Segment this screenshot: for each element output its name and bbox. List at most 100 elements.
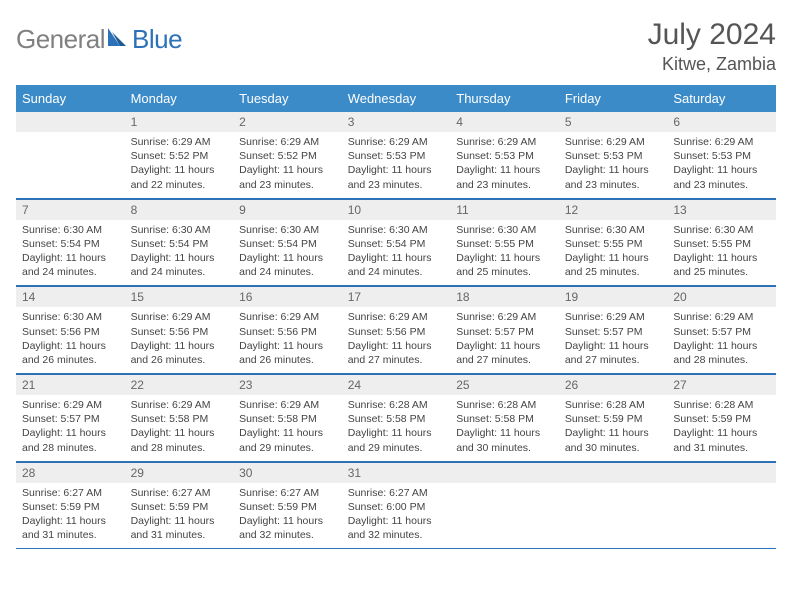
day-number: 31 [342,462,451,483]
week-row: 28Sunrise: 6:27 AMSunset: 5:59 PMDayligh… [16,461,776,549]
sunset: Sunset: 5:54 PM [131,237,228,251]
day-number: 30 [233,462,342,483]
day-cell: 28Sunrise: 6:27 AMSunset: 5:59 PMDayligh… [16,461,125,549]
day-cell: 21Sunrise: 6:29 AMSunset: 5:57 PMDayligh… [16,374,125,462]
day-number: 17 [342,286,451,307]
day-cell: 23Sunrise: 6:29 AMSunset: 5:58 PMDayligh… [233,374,342,462]
sunset: Sunset: 5:59 PM [673,412,770,426]
daylight: Daylight: 11 hours and 23 minutes. [239,163,336,191]
brand-sail-icon [106,26,128,53]
day-cell: 3Sunrise: 6:29 AMSunset: 5:53 PMDaylight… [342,112,451,198]
day-cell: 12Sunrise: 6:30 AMSunset: 5:55 PMDayligh… [559,198,668,286]
day-number: 15 [125,286,234,307]
daylight: Daylight: 11 hours and 23 minutes. [348,163,445,191]
day-number: 12 [559,199,668,220]
day-body: Sunrise: 6:30 AMSunset: 5:56 PMDaylight:… [16,307,125,373]
day-body: Sunrise: 6:27 AMSunset: 5:59 PMDaylight:… [233,483,342,549]
calendar-grid: Sunday Monday Tuesday Wednesday Thursday… [16,85,776,549]
day-body: Sunrise: 6:30 AMSunset: 5:54 PMDaylight:… [342,220,451,286]
day-body: Sunrise: 6:29 AMSunset: 5:58 PMDaylight:… [233,395,342,461]
day-number: 22 [125,374,234,395]
day-number: 14 [16,286,125,307]
sunset: Sunset: 5:53 PM [565,149,662,163]
day-body: Sunrise: 6:29 AMSunset: 5:57 PMDaylight:… [559,307,668,373]
day-number: 8 [125,199,234,220]
sunset: Sunset: 5:56 PM [348,325,445,339]
day-number: 26 [559,374,668,395]
brand-logo: General Blue [16,24,182,55]
day-cell: 18Sunrise: 6:29 AMSunset: 5:57 PMDayligh… [450,286,559,374]
day-number: 4 [450,112,559,132]
day-body: Sunrise: 6:27 AMSunset: 5:59 PMDaylight:… [125,483,234,549]
day-cell: 31Sunrise: 6:27 AMSunset: 6:00 PMDayligh… [342,461,451,549]
day-body: Sunrise: 6:30 AMSunset: 5:55 PMDaylight:… [559,220,668,286]
day-number: 19 [559,286,668,307]
daylight: Daylight: 11 hours and 25 minutes. [673,251,770,279]
day-body: Sunrise: 6:28 AMSunset: 5:58 PMDaylight:… [450,395,559,461]
week-row: 1Sunrise: 6:29 AMSunset: 5:52 PMDaylight… [16,112,776,198]
day-number: 6 [667,112,776,132]
sunrise: Sunrise: 6:28 AM [456,398,553,412]
sunset: Sunset: 5:52 PM [131,149,228,163]
day-cell [16,112,125,198]
day-number: 3 [342,112,451,132]
week-row: 7Sunrise: 6:30 AMSunset: 5:54 PMDaylight… [16,198,776,286]
day-body: Sunrise: 6:30 AMSunset: 5:54 PMDaylight:… [233,220,342,286]
sunrise: Sunrise: 6:29 AM [673,310,770,324]
day-cell: 17Sunrise: 6:29 AMSunset: 5:56 PMDayligh… [342,286,451,374]
day-number: 10 [342,199,451,220]
week-row: 14Sunrise: 6:30 AMSunset: 5:56 PMDayligh… [16,286,776,374]
daylight: Daylight: 11 hours and 29 minutes. [348,426,445,454]
sunset: Sunset: 5:57 PM [456,325,553,339]
day-cell: 7Sunrise: 6:30 AMSunset: 5:54 PMDaylight… [16,198,125,286]
day-number: 7 [16,199,125,220]
daylight: Daylight: 11 hours and 31 minutes. [131,514,228,542]
calendar-body: 1Sunrise: 6:29 AMSunset: 5:52 PMDaylight… [16,112,776,549]
day-cell: 6Sunrise: 6:29 AMSunset: 5:53 PMDaylight… [667,112,776,198]
day-body [16,132,125,190]
day-number: 16 [233,286,342,307]
week-row: 21Sunrise: 6:29 AMSunset: 5:57 PMDayligh… [16,374,776,462]
sunrise: Sunrise: 6:29 AM [456,135,553,149]
day-cell: 2Sunrise: 6:29 AMSunset: 5:52 PMDaylight… [233,112,342,198]
day-body: Sunrise: 6:27 AMSunset: 6:00 PMDaylight:… [342,483,451,549]
daylight: Daylight: 11 hours and 26 minutes. [131,339,228,367]
day-body [450,483,559,541]
day-cell: 20Sunrise: 6:29 AMSunset: 5:57 PMDayligh… [667,286,776,374]
sunset: Sunset: 5:59 PM [239,500,336,514]
sunrise: Sunrise: 6:30 AM [131,223,228,237]
day-body: Sunrise: 6:30 AMSunset: 5:55 PMDaylight:… [667,220,776,286]
dow-row: Sunday Monday Tuesday Wednesday Thursday… [16,85,776,112]
day-body: Sunrise: 6:29 AMSunset: 5:53 PMDaylight:… [342,132,451,198]
dow-fri: Friday [559,85,668,112]
daylight: Daylight: 11 hours and 27 minutes. [456,339,553,367]
sunset: Sunset: 5:58 PM [348,412,445,426]
sunset: Sunset: 5:57 PM [565,325,662,339]
day-body: Sunrise: 6:30 AMSunset: 5:55 PMDaylight:… [450,220,559,286]
day-cell: 1Sunrise: 6:29 AMSunset: 5:52 PMDaylight… [125,112,234,198]
daylight: Daylight: 11 hours and 31 minutes. [22,514,119,542]
daylight: Daylight: 11 hours and 22 minutes. [131,163,228,191]
sunrise: Sunrise: 6:29 AM [239,135,336,149]
sunrise: Sunrise: 6:28 AM [565,398,662,412]
sunrise: Sunrise: 6:28 AM [673,398,770,412]
sunrise: Sunrise: 6:27 AM [348,486,445,500]
daylight: Daylight: 11 hours and 28 minutes. [131,426,228,454]
day-cell: 30Sunrise: 6:27 AMSunset: 5:59 PMDayligh… [233,461,342,549]
sunrise: Sunrise: 6:30 AM [673,223,770,237]
sunrise: Sunrise: 6:27 AM [22,486,119,500]
daylight: Daylight: 11 hours and 24 minutes. [239,251,336,279]
sunset: Sunset: 6:00 PM [348,500,445,514]
day-number: 18 [450,286,559,307]
daylight: Daylight: 11 hours and 24 minutes. [22,251,119,279]
day-number [16,112,125,132]
daylight: Daylight: 11 hours and 25 minutes. [565,251,662,279]
sunrise: Sunrise: 6:28 AM [348,398,445,412]
sunset: Sunset: 5:52 PM [239,149,336,163]
sunset: Sunset: 5:55 PM [673,237,770,251]
day-cell: 4Sunrise: 6:29 AMSunset: 5:53 PMDaylight… [450,112,559,198]
dow-mon: Monday [125,85,234,112]
sunrise: Sunrise: 6:30 AM [456,223,553,237]
day-body: Sunrise: 6:27 AMSunset: 5:59 PMDaylight:… [16,483,125,549]
day-body: Sunrise: 6:29 AMSunset: 5:52 PMDaylight:… [125,132,234,198]
